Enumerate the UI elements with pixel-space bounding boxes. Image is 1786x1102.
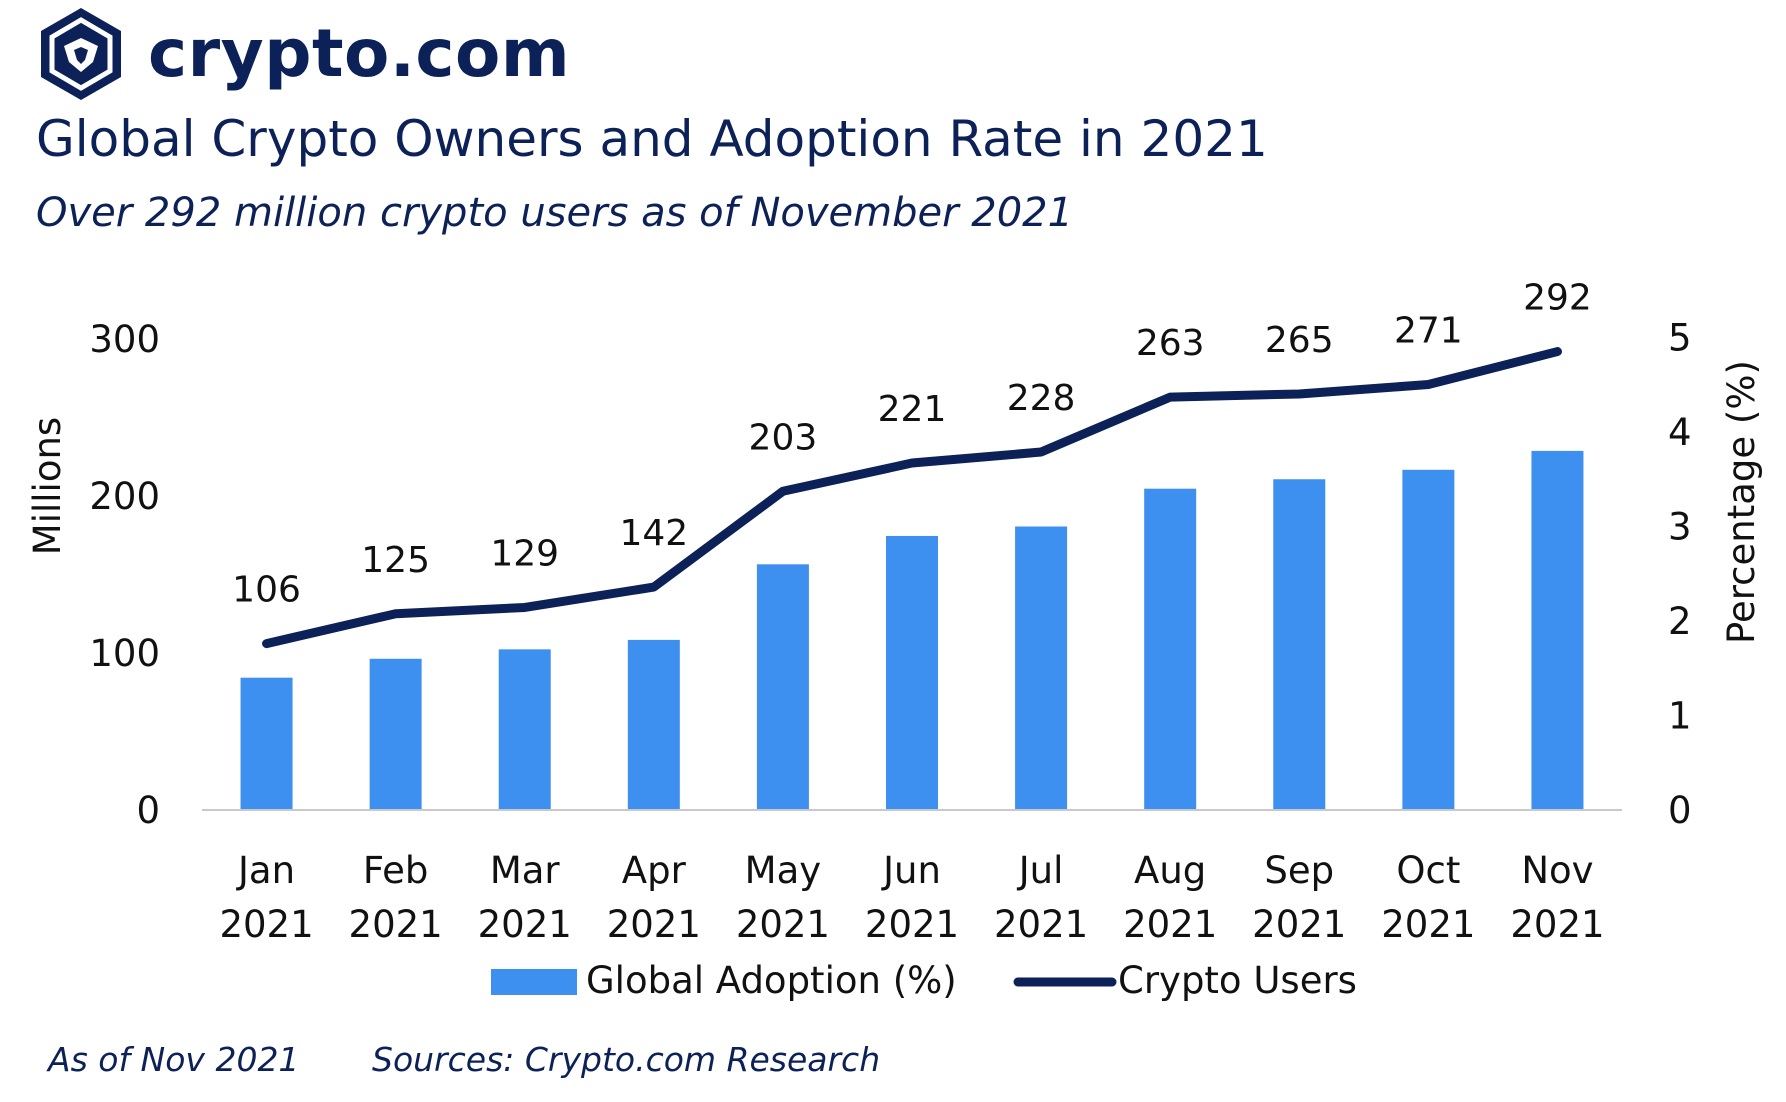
- chart-subtitle: Over 292 million crypto users as of Nove…: [36, 190, 1074, 236]
- sources-note: Sources: Crypto.com Research: [372, 1040, 881, 1079]
- y-left-tick-label: 200: [89, 475, 160, 518]
- bar-global-adoption: [498, 649, 551, 810]
- data-label-crypto-users: 125: [361, 540, 430, 581]
- bar-global-adoption: [756, 564, 809, 810]
- legend-label-global-adoption: Global Adoption (%): [586, 959, 957, 1002]
- brand-header: crypto.com: [38, 6, 570, 102]
- y-right-tick-label: 5: [1668, 317, 1692, 360]
- x-tick-label-year: 2021: [1252, 903, 1346, 946]
- x-tick-label-year: 2021: [607, 903, 701, 946]
- x-tick-label-year: 2021: [994, 903, 1088, 946]
- legend-swatch-global-adoption: [491, 969, 577, 995]
- x-tick-label-month: May: [745, 849, 822, 892]
- x-tick-label-month: Jun: [881, 849, 941, 892]
- x-tick-label-month: Jul: [1017, 849, 1064, 892]
- data-label-crypto-users: 129: [490, 533, 559, 574]
- data-label-crypto-users: 265: [1265, 320, 1334, 361]
- bar-global-adoption: [627, 639, 680, 810]
- data-label-crypto-users: 292: [1523, 278, 1592, 319]
- x-tick-label-year: 2021: [349, 903, 443, 946]
- data-label-crypto-users: 263: [1136, 323, 1205, 364]
- y-right-tick-label: 4: [1668, 411, 1692, 454]
- x-tick-label-month: Oct: [1396, 849, 1460, 892]
- y-right-tick-label: 2: [1668, 600, 1692, 643]
- bar-global-adoption: [1531, 450, 1584, 810]
- y-right-tick-label: 0: [1668, 789, 1692, 832]
- x-tick-label-year: 2021: [1510, 903, 1604, 946]
- bar-global-adoption: [369, 658, 422, 810]
- x-tick-label-year: 2021: [1381, 903, 1475, 946]
- x-tick-label-month: Aug: [1134, 849, 1206, 892]
- y-left-axis-title: Millions: [26, 417, 69, 555]
- x-tick-label-month: Apr: [622, 849, 687, 892]
- crypto-com-logo-icon: [41, 8, 121, 100]
- y-left-tick-label: 0: [136, 789, 160, 832]
- x-tick-label-year: 2021: [736, 903, 830, 946]
- x-tick-label-year: 2021: [219, 903, 313, 946]
- y-left-tick-label: 300: [89, 318, 160, 361]
- y-left-tick-label: 100: [89, 632, 160, 675]
- x-tick-label-month: Jan: [236, 849, 295, 892]
- bar-global-adoption: [886, 535, 938, 810]
- bar-global-adoption: [1144, 488, 1197, 810]
- x-tick-label-month: Feb: [363, 849, 429, 892]
- bar-global-adoption: [1402, 469, 1455, 810]
- y-right-axis-title: Percentage (%): [1720, 360, 1763, 644]
- x-tick-label-month: Nov: [1521, 849, 1593, 892]
- data-label-crypto-users: 228: [1007, 378, 1076, 419]
- data-label-crypto-users: 106: [232, 570, 301, 611]
- y-right-tick-label: 1: [1668, 695, 1692, 738]
- bar-global-adoption: [1273, 479, 1326, 810]
- bar-global-adoption: [1015, 526, 1068, 810]
- data-label-crypto-users: 221: [878, 389, 947, 430]
- y-right-tick-label: 3: [1668, 506, 1692, 549]
- x-tick-label-year: 2021: [478, 903, 572, 946]
- x-tick-label-year: 2021: [865, 903, 959, 946]
- legend-label-crypto-users: Crypto Users: [1118, 959, 1357, 1002]
- as-of-note: As of Nov 2021: [48, 1040, 300, 1079]
- data-label-crypto-users: 271: [1394, 311, 1463, 352]
- brand-name: crypto.com: [148, 15, 571, 92]
- data-label-crypto-users: 203: [749, 417, 818, 458]
- x-tick-label-month: Mar: [490, 849, 561, 892]
- line-crypto-users: [262, 347, 1562, 649]
- x-tick-label-month: Sep: [1264, 849, 1334, 892]
- bar-global-adoption: [240, 677, 293, 810]
- chart-title: Global Crypto Owners and Adoption Rate i…: [36, 110, 1268, 168]
- data-label-crypto-users: 142: [619, 513, 688, 554]
- x-tick-label-year: 2021: [1123, 903, 1217, 946]
